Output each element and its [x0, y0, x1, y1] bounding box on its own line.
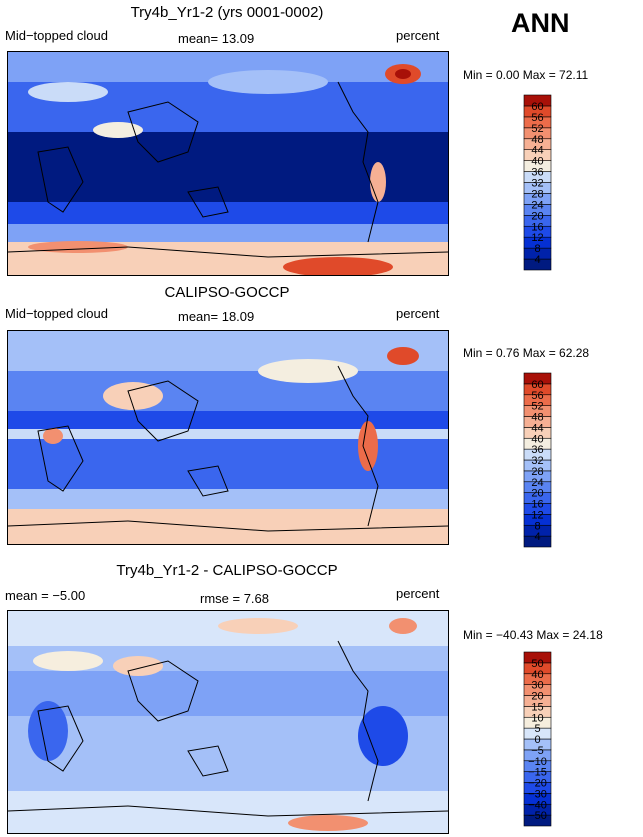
colorbar-tick-label: 50: [531, 658, 543, 670]
colorbar-tick-label: 4: [534, 531, 540, 543]
panel-2-mean-label: mean= 18.09: [178, 309, 255, 324]
panel-2-colorbar: 4 8 12 16 20 24 28 32 36 40 44 48 52 56 60: [523, 372, 552, 548]
colorbar-tick-label: 30: [531, 680, 543, 692]
colorbar-tick-label: −20: [528, 778, 547, 790]
panel-1-colorbar: 4 8 12 16 20 24 28 32 36 40 44 48 52 56 60: [523, 94, 552, 271]
colorbar-bin: [523, 651, 552, 664]
panel-1-mean-label: mean= 13.09: [178, 31, 255, 46]
panel-3-rmse-label: rmse = 7.68: [200, 591, 270, 606]
colorbar-tick-label: 56: [531, 390, 543, 402]
panel-1-minmax: Min = 0.00 Max = 72.11: [463, 68, 589, 82]
colorbar-tick-label: −15: [528, 767, 547, 779]
panel-2-map: [7, 330, 449, 545]
panel-2-units-label: percent: [396, 306, 440, 321]
colorbar-tick-label: 52: [531, 401, 543, 413]
colorbar-tick-label: 20: [531, 691, 543, 703]
colorbar-tick-label: 40: [531, 433, 543, 445]
panel-3-minmax: Min = −40.43 Max = 24.18: [463, 628, 603, 642]
colorbar-tick-label: 36: [531, 444, 543, 456]
colorbar-tick-label: 20: [531, 210, 543, 222]
colorbar-tick-label: 36: [531, 167, 543, 179]
colorbar-tick-label: 20: [531, 488, 543, 500]
colorbar-tick-label: 10: [531, 712, 543, 724]
panel-3-units-label: percent: [396, 586, 440, 601]
colorbar-tick-label: 40: [531, 669, 543, 681]
colorbar-tick-label: 15: [531, 701, 543, 713]
panel-1-variable-label: Mid−topped cloud: [5, 28, 108, 43]
panel-3-map-field: [8, 611, 448, 833]
colorbar-tick-label: 40: [531, 156, 543, 168]
panel-1-map-field: [8, 52, 448, 275]
panel-1-units-label: percent: [396, 28, 440, 43]
panel-2-title: CALIPSO-GOCCP: [164, 284, 290, 301]
colorbar-tick-label: −30: [528, 788, 547, 800]
colorbar-tick-label: 0: [534, 734, 540, 746]
panel-3-colorbar: −50 −40 −30 −20 −15 −10 −5 0 5 10 15 20 30 40 50: [523, 651, 552, 827]
colorbar-tick-label: 16: [531, 221, 543, 233]
colorbar-tick-label: 8: [534, 243, 540, 255]
colorbar-bin: [523, 372, 552, 385]
colorbar-tick-label: −5: [531, 745, 544, 757]
colorbar-tick-label: 32: [531, 178, 543, 190]
panel-2-variable-label: Mid−topped cloud: [5, 306, 108, 321]
colorbar-tick-label: 12: [531, 509, 543, 521]
colorbar-tick-label: 28: [531, 466, 543, 478]
panel-3-title: Try4b_Yr1-2 - CALIPSO-GOCCP: [116, 562, 338, 579]
colorbar-tick-label: 44: [531, 145, 543, 157]
colorbar-tick-label: 16: [531, 499, 543, 511]
colorbar-tick-label: 48: [531, 134, 543, 146]
season-label: ANN: [511, 8, 570, 38]
colorbar-tick-label: −10: [528, 756, 547, 768]
colorbar-tick-label: 60: [531, 379, 543, 391]
colorbar-tick-label: −40: [528, 799, 547, 811]
colorbar-tick-label: 56: [531, 112, 543, 124]
colorbar-tick-label: 52: [531, 123, 543, 135]
colorbar-tick-label: 8: [534, 520, 540, 532]
panel-1-title: Try4b_Yr1-2 (yrs 0001-0002): [130, 4, 324, 21]
panel-3-map: [7, 610, 449, 834]
panel-2-map-field: [8, 331, 448, 544]
panel-1-map: [7, 51, 449, 276]
colorbar-tick-label: 28: [531, 188, 543, 200]
colorbar-tick-label: 24: [531, 477, 543, 489]
colorbar-tick-label: 60: [531, 101, 543, 113]
colorbar-tick-label: 12: [531, 232, 543, 244]
panel-2-minmax: Min = 0.76 Max = 62.28: [463, 346, 590, 360]
colorbar-tick-label: 48: [531, 412, 543, 424]
colorbar-bin: [523, 94, 552, 107]
colorbar-tick-label: 32: [531, 455, 543, 467]
colorbar-tick-label: −50: [528, 810, 547, 822]
colorbar-tick-label: 4: [534, 254, 540, 266]
colorbar-tick-label: 24: [531, 199, 543, 211]
panel-3-mean-label: mean = −5.00: [5, 588, 86, 603]
colorbar-tick-label: 5: [534, 723, 540, 735]
colorbar-tick-label: 44: [531, 422, 543, 434]
